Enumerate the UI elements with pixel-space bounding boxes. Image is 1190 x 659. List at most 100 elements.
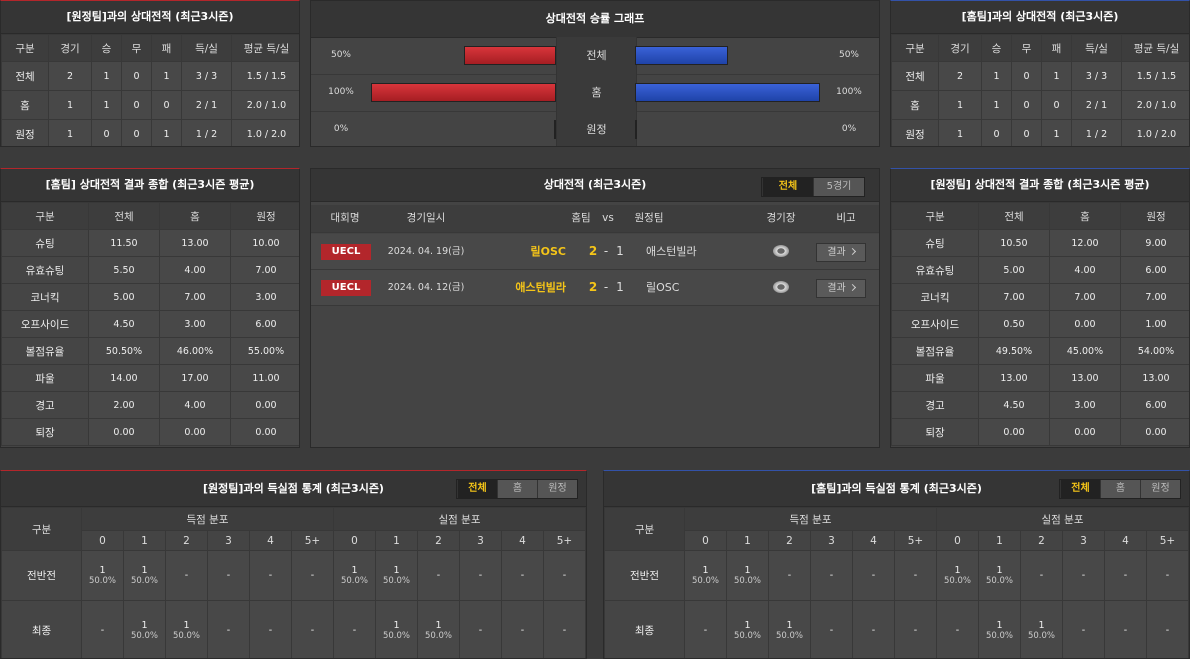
table-row: 코너킥 7.00 7.00 7.00 [891, 283, 1189, 311]
goal-pct: 50.0% [172, 630, 200, 641]
goal-count: 1 [786, 619, 793, 631]
table-cell: 2 / 1 [1071, 90, 1122, 120]
table-cell: 0.50 [978, 310, 1050, 338]
bar-track [635, 83, 820, 102]
table-cell: 4.00 [159, 391, 231, 419]
tab[interactable]: 홈 [1100, 480, 1140, 498]
table-cell: 1 / 2 [1071, 119, 1122, 146]
column-header: 전체 [88, 202, 160, 230]
row-header: 구분 [1, 507, 82, 551]
row-label: 전반전 [604, 550, 685, 601]
graph-label: 홈 [556, 74, 637, 111]
header-row: 0 1 2 3 4 5+ 0 1 2 3 4 5+ [2, 530, 586, 551]
bucket-header: 1 [375, 530, 418, 551]
stats-table: 구분 경기 승 무 패 득/실 평균 득/실 전체 2 1 0 1 3 / 3 1.5 / 1.5 홈 1 1 0… [891, 34, 1189, 146]
graph-row: 0% 원정 0% [311, 111, 879, 146]
table-cell: 9.00 [1120, 229, 1189, 257]
stats-table: 구분 전체 홈 원정 슈팅 10.50 12.00 9.00 유효슈팅 5.00 4.00 6.00 코… [891, 202, 1189, 446]
graph-label: 전체 [556, 37, 637, 74]
tab[interactable]: 원정 [1140, 480, 1180, 498]
table-cell: 3.00 [230, 283, 299, 311]
stadium-icon [773, 281, 789, 293]
right-bar [635, 46, 728, 65]
goal-pct: 50.0% [382, 576, 410, 586]
goal-count: 1 [99, 565, 106, 576]
tab[interactable]: 전체 [1060, 480, 1100, 498]
table-cell: - [543, 600, 586, 658]
header-row: 대회명 경기일시 홈팀 vs 원정팀 경기장 비고 [311, 205, 879, 233]
column-header: 평균 득/실 [1121, 34, 1189, 62]
table-cell: 1 50.0% [375, 550, 418, 601]
table-cell: 0 [1011, 90, 1042, 120]
bar-track [635, 120, 820, 139]
bucket-header: 5+ [543, 530, 586, 551]
bucket-header: 5+ [1146, 530, 1189, 551]
column-header: 승 [91, 34, 122, 62]
table-cell: 7.00 [159, 283, 231, 311]
column-header: 경기장 [766, 212, 796, 224]
stadium-icon [773, 245, 789, 257]
table-cell: 1 [91, 61, 122, 91]
header-row: 구분 득점 분포 실점 분포 [604, 507, 1189, 551]
goal-count: 1 [435, 619, 442, 631]
table-cell: - [291, 600, 334, 658]
table-cell: 11.00 [230, 364, 299, 392]
column-header: 무 [121, 34, 152, 62]
left-rate: 100% [328, 87, 354, 97]
column-header: 원정 [230, 202, 299, 230]
goal-pct: 50.0% [340, 576, 368, 586]
result-text: 결과 [827, 247, 846, 258]
column-header: 원정팀 [634, 212, 664, 224]
away-h2h-panel: [원정팀]과의 상대전적 (최근3시즌) 구분 경기 승 무 패 득/실 평균 득/실 전체 2… [0, 0, 300, 147]
table-cell: - [417, 550, 460, 601]
group-header: 실점 분포 [936, 507, 1189, 531]
bucket-header: 5+ [894, 530, 937, 551]
away-summary-panel: [원정팀] 상대전적 결과 종합 (최근3시즌 평균) 구분 전체 홈 원정 슈팅 10.… [890, 168, 1190, 448]
column-header: 득/실 [181, 34, 232, 62]
table-cell: 12.00 [1049, 229, 1121, 257]
left-bar [371, 83, 556, 102]
bucket-header: 4 [501, 530, 544, 551]
table-cell: 코너킥 [1, 283, 89, 311]
result-button[interactable]: 결과 [816, 279, 866, 298]
table-cell: 1 / 2 [181, 119, 232, 146]
tab[interactable]: 홈 [497, 480, 537, 498]
right-rate: 50% [838, 50, 859, 60]
table-cell: 55.00% [230, 337, 299, 365]
away-score: 1 [616, 280, 624, 294]
tab[interactable]: 전체 [762, 178, 813, 196]
table-row: 퇴장 0.00 0.00 0.00 [891, 418, 1189, 446]
bucket-header: 3 [459, 530, 502, 551]
tab[interactable]: 원정 [537, 480, 577, 498]
tab[interactable]: 5경기 [813, 178, 864, 196]
table-cell: 0.00 [1049, 310, 1121, 338]
goal-pct: 50.0% [691, 576, 719, 586]
tab-group: 전체 5경기 [761, 177, 865, 197]
table-cell: 0.00 [1049, 418, 1121, 446]
bucket-header: 2 [1020, 530, 1063, 551]
header-row: 구분 경기 승 무 패 득/실 평균 득/실 [1, 34, 299, 62]
tab[interactable]: 전체 [457, 480, 497, 498]
table-row: 전체 2 1 0 1 3 / 3 1.5 / 1.5 [1, 61, 299, 91]
table-cell: 1 50.0% [123, 550, 166, 601]
table-cell: 4.00 [1049, 256, 1121, 284]
table-cell: - [810, 550, 853, 601]
table-cell: 1 [151, 119, 182, 146]
table-row: 파울 14.00 17.00 11.00 [1, 364, 299, 392]
goal-pct: 50.0% [130, 630, 158, 641]
home-score: 2 [588, 244, 598, 258]
table-cell: - [249, 600, 292, 658]
table-cell: 0.00 [230, 418, 299, 446]
bucket-header: 5+ [291, 530, 334, 551]
right-bar [635, 120, 637, 139]
table-cell: 1 50.0% [333, 550, 376, 601]
table-cell: 3.00 [1049, 391, 1121, 419]
table-cell: - [501, 550, 544, 601]
table-cell: 1 50.0% [978, 550, 1021, 601]
table-cell: 0.00 [978, 418, 1050, 446]
result-button[interactable]: 결과 [816, 243, 866, 262]
column-header: vs [602, 212, 614, 224]
match-date: 2024. 04. 12(금) [387, 282, 465, 293]
goal-pct: 50.0% [1027, 630, 1055, 641]
